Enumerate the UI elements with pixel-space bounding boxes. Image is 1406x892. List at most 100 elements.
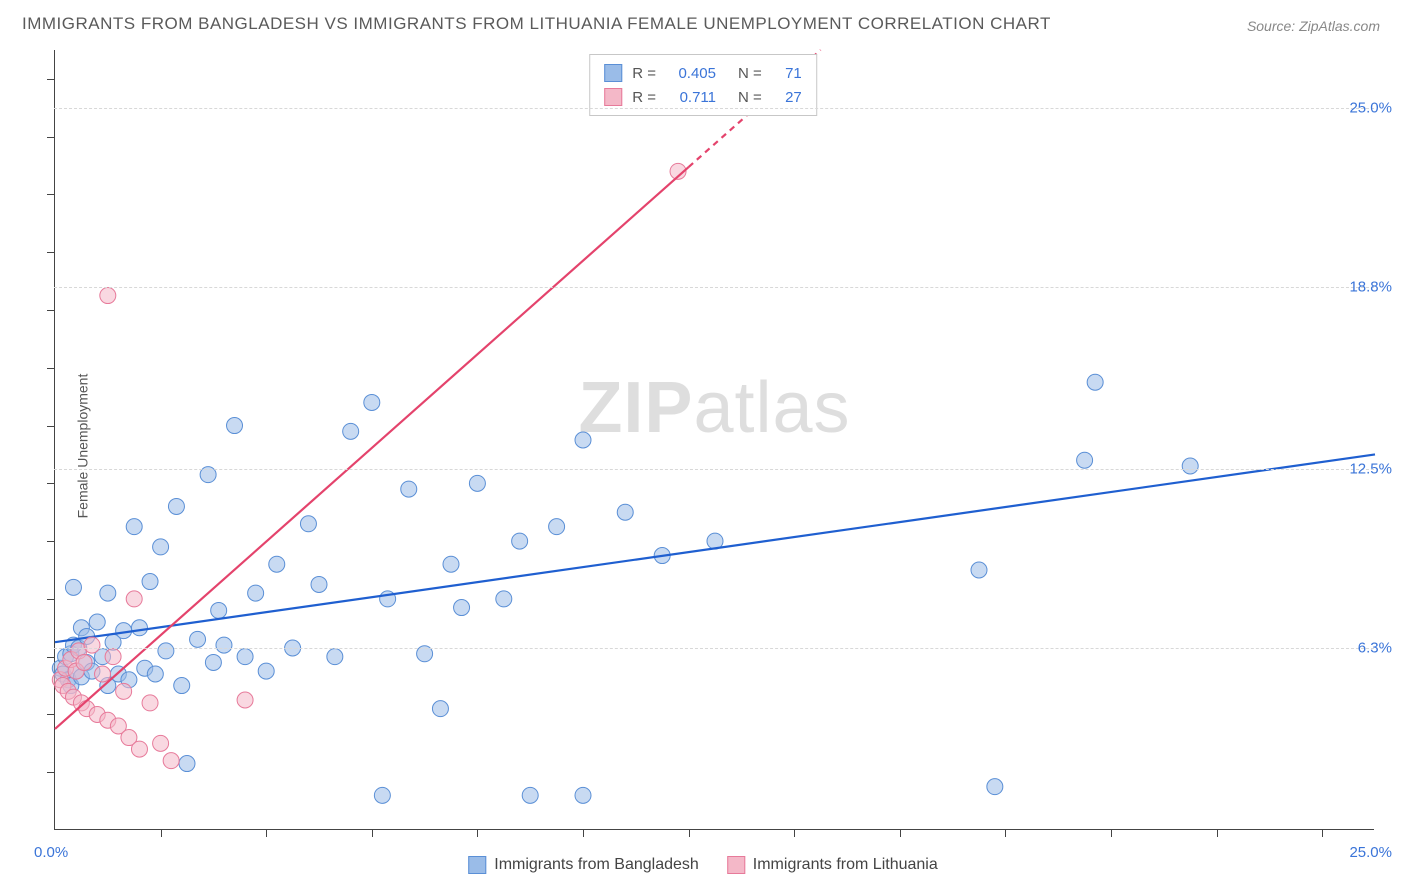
data-point bbox=[300, 516, 316, 532]
y-tick bbox=[47, 426, 55, 427]
data-point bbox=[401, 481, 417, 497]
data-point bbox=[100, 288, 116, 304]
data-point bbox=[575, 787, 591, 803]
x-tick bbox=[689, 829, 690, 837]
data-point bbox=[343, 423, 359, 439]
legend-item: Immigrants from Lithuania bbox=[727, 856, 938, 874]
data-point bbox=[258, 663, 274, 679]
plot-area: ZIPatlas bbox=[54, 50, 1374, 830]
legend-correlation: R =0.405N =71R =0.711N =27 bbox=[589, 54, 817, 116]
x-tick bbox=[266, 829, 267, 837]
gridline bbox=[54, 108, 1374, 109]
regression-line bbox=[55, 454, 1375, 642]
data-point bbox=[496, 591, 512, 607]
x-tick-label: 25.0% bbox=[1349, 844, 1392, 861]
legend-n-value: 71 bbox=[772, 65, 802, 82]
legend-n-value: 27 bbox=[772, 89, 802, 106]
y-tick bbox=[47, 194, 55, 195]
data-point bbox=[443, 556, 459, 572]
data-point bbox=[237, 649, 253, 665]
x-tick bbox=[1322, 829, 1323, 837]
legend-n-label: N = bbox=[738, 65, 762, 82]
x-tick bbox=[794, 829, 795, 837]
y-tick bbox=[47, 252, 55, 253]
legend-n-label: N = bbox=[738, 89, 762, 106]
data-point bbox=[142, 695, 158, 711]
legend-swatch bbox=[468, 856, 486, 874]
data-point bbox=[168, 498, 184, 514]
legend-row: R =0.405N =71 bbox=[604, 61, 802, 85]
data-point bbox=[227, 418, 243, 434]
gridline bbox=[54, 648, 1374, 649]
data-point bbox=[131, 741, 147, 757]
data-point bbox=[971, 562, 987, 578]
regression-line bbox=[55, 167, 689, 729]
legend-series: Immigrants from Bangladesh Immigrants fro… bbox=[468, 856, 938, 874]
data-point bbox=[179, 756, 195, 772]
gridline bbox=[54, 469, 1374, 470]
data-point bbox=[100, 585, 116, 601]
data-point bbox=[142, 574, 158, 590]
y-tick-label: 18.8% bbox=[1349, 278, 1392, 295]
x-tick-label: 0.0% bbox=[34, 844, 68, 861]
chart-svg bbox=[55, 50, 1374, 829]
gridline bbox=[54, 287, 1374, 288]
x-tick bbox=[900, 829, 901, 837]
data-point bbox=[987, 779, 1003, 795]
y-tick bbox=[47, 368, 55, 369]
x-tick bbox=[161, 829, 162, 837]
y-tick bbox=[47, 599, 55, 600]
y-tick bbox=[47, 541, 55, 542]
data-point bbox=[211, 602, 227, 618]
x-tick bbox=[477, 829, 478, 837]
data-point bbox=[163, 753, 179, 769]
y-tick bbox=[47, 79, 55, 80]
data-point bbox=[575, 432, 591, 448]
data-point bbox=[158, 643, 174, 659]
data-point bbox=[311, 576, 327, 592]
data-point bbox=[131, 620, 147, 636]
data-point bbox=[1087, 374, 1103, 390]
data-point bbox=[95, 666, 111, 682]
data-point bbox=[327, 649, 343, 665]
legend-item: Immigrants from Bangladesh bbox=[468, 856, 699, 874]
data-point bbox=[205, 654, 221, 670]
y-tick-label: 6.3% bbox=[1358, 640, 1392, 657]
x-tick bbox=[1217, 829, 1218, 837]
legend-r-value: 0.405 bbox=[666, 65, 716, 82]
y-tick bbox=[47, 772, 55, 773]
data-point bbox=[617, 504, 633, 520]
legend-swatch bbox=[727, 856, 745, 874]
y-tick-label: 25.0% bbox=[1349, 99, 1392, 116]
data-point bbox=[147, 666, 163, 682]
legend-r-value: 0.711 bbox=[666, 89, 716, 106]
data-point bbox=[364, 394, 380, 410]
data-point bbox=[126, 591, 142, 607]
data-point bbox=[1182, 458, 1198, 474]
y-tick bbox=[47, 714, 55, 715]
x-tick bbox=[583, 829, 584, 837]
data-point bbox=[65, 579, 81, 595]
data-point bbox=[174, 678, 190, 694]
data-point bbox=[153, 539, 169, 555]
data-point bbox=[116, 683, 132, 699]
data-point bbox=[522, 787, 538, 803]
data-point bbox=[216, 637, 232, 653]
legend-label: Immigrants from Lithuania bbox=[753, 856, 938, 874]
x-tick bbox=[1111, 829, 1112, 837]
data-point bbox=[1077, 452, 1093, 468]
legend-r-label: R = bbox=[632, 89, 656, 106]
data-point bbox=[89, 614, 105, 630]
data-point bbox=[237, 692, 253, 708]
y-tick-label: 12.5% bbox=[1349, 460, 1392, 477]
data-point bbox=[469, 475, 485, 491]
data-point bbox=[512, 533, 528, 549]
data-point bbox=[269, 556, 285, 572]
y-tick bbox=[47, 483, 55, 484]
data-point bbox=[248, 585, 264, 601]
data-point bbox=[105, 649, 121, 665]
legend-label: Immigrants from Bangladesh bbox=[494, 856, 699, 874]
y-tick bbox=[47, 310, 55, 311]
data-point bbox=[126, 519, 142, 535]
data-point bbox=[153, 735, 169, 751]
